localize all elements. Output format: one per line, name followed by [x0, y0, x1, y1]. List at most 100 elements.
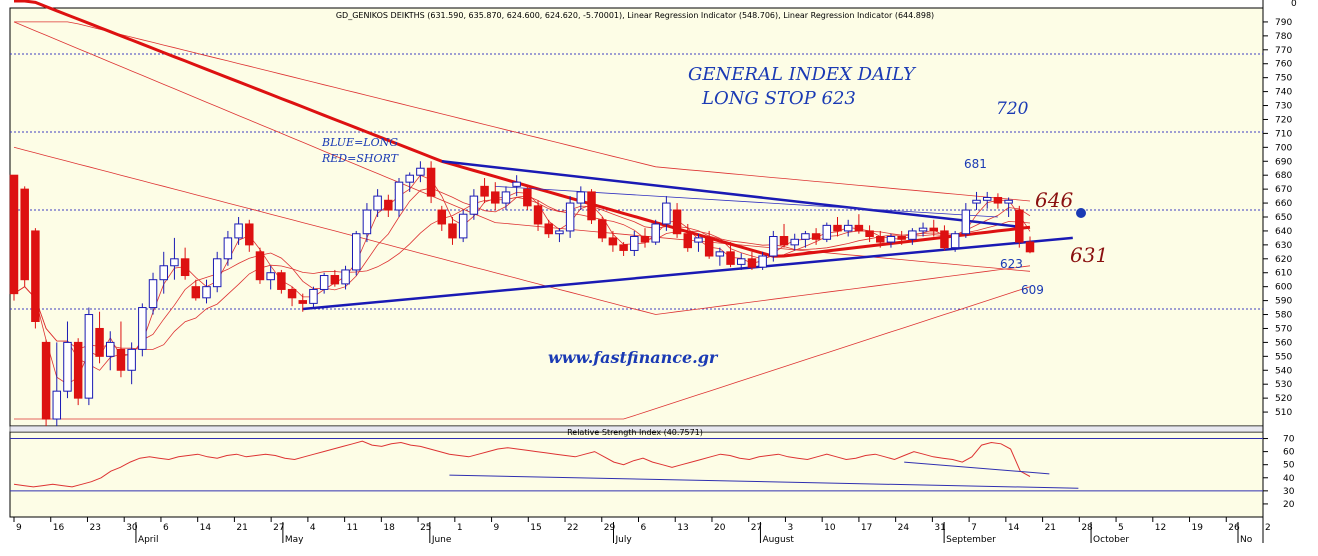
y-tick-label: 650: [1275, 213, 1292, 223]
y-tick-label: 660: [1275, 199, 1292, 209]
candle-body: [351, 233, 361, 271]
level-681: 681: [964, 157, 987, 171]
annotation-long-stop: LONG STOP 623: [701, 88, 856, 109]
price-chart-title: GD_GENIKOS DEIKTHS (631.590, 635.870, 62…: [336, 11, 934, 20]
candle-body: [576, 191, 586, 204]
x-tick-label: 27: [751, 523, 762, 533]
x-tick-label: 14: [1008, 523, 1020, 533]
x-tick-label: 9: [494, 523, 500, 533]
candle-body: [630, 236, 639, 251]
candle-body: [469, 195, 479, 215]
y-tick-label: 600: [1275, 283, 1292, 293]
y-tick-label: 670: [1275, 185, 1292, 195]
candle-body: [565, 202, 575, 232]
candle-body: [191, 286, 201, 299]
candle-body: [9, 174, 19, 295]
x-tick-label: 18: [383, 523, 395, 533]
candle-body: [1004, 199, 1013, 204]
candle-body: [597, 219, 607, 239]
y-tick-label: 530: [1275, 380, 1292, 390]
candle-body: [544, 223, 553, 235]
candle-body: [180, 258, 190, 277]
candle-body: [31, 230, 40, 322]
candle-body: [63, 341, 72, 392]
x-tick-label: 23: [89, 523, 100, 533]
candle-body: [255, 251, 265, 281]
y-tick-label: 680: [1275, 171, 1292, 181]
candle-body: [662, 202, 671, 225]
legend-blue-long: BLUE=LONG: [321, 136, 398, 149]
website-watermark: www.fastfinance.gr: [548, 348, 719, 367]
y-tick-label: 550: [1275, 352, 1292, 362]
candle-body: [908, 230, 917, 240]
candle-body: [202, 286, 211, 299]
candle-body: [330, 275, 340, 285]
candle-body: [341, 269, 350, 285]
candle-body: [811, 233, 821, 240]
candle-body: [833, 224, 842, 232]
candle-body: [555, 230, 564, 235]
x-month-label: April: [138, 535, 159, 545]
x-tick-label: 15: [530, 523, 541, 533]
candle-body: [769, 236, 778, 257]
x-tick-label: 21: [236, 523, 247, 533]
candle-body: [886, 236, 896, 243]
candle-body: [277, 272, 286, 290]
x-tick-label: 19: [1192, 523, 1204, 533]
candle-body: [245, 223, 254, 246]
candle-body: [940, 230, 949, 249]
rsi-title: Relative Strength Index (40.7571): [567, 428, 703, 437]
candle-body: [116, 348, 126, 371]
y-tick-label: 730: [1275, 102, 1292, 112]
y-tick-label: 630: [1275, 241, 1292, 251]
x-month-label: July: [615, 535, 633, 545]
candle-body: [993, 196, 1003, 204]
y-tick-label: 540: [1275, 366, 1292, 376]
candle-body: [533, 205, 543, 225]
rsi-y-tick-label: 40: [1283, 474, 1295, 484]
candle-body: [619, 244, 628, 251]
y-tick-label: 620: [1275, 255, 1292, 265]
candle-body: [159, 265, 168, 281]
x-tick-label: 28: [1081, 523, 1093, 533]
candle-body: [790, 238, 799, 246]
candle-body: [683, 233, 693, 249]
level-720: 720: [996, 99, 1029, 119]
x-tick-label: 2: [1265, 523, 1271, 533]
y-tick-label: 590: [1275, 297, 1292, 307]
ma-slow: [13, 196, 1031, 350]
candle-body: [876, 236, 885, 243]
candle-body: [961, 209, 971, 235]
y-tick-label: 750: [1275, 74, 1292, 84]
candle-body: [523, 188, 532, 207]
upper-envelope: [14, 21, 1031, 202]
regression-line-thick: [14, 0, 1031, 258]
rsi-y-tick-label: 20: [1283, 500, 1295, 510]
candle-body: [458, 213, 468, 239]
candle-body: [587, 191, 596, 221]
x-tick-label: 20: [714, 523, 726, 533]
candle-body: [758, 255, 767, 268]
y-tick-label: 690: [1275, 157, 1292, 167]
candle-body: [73, 341, 83, 399]
candle-body: [448, 223, 457, 239]
y-tick-label: 510: [1275, 408, 1292, 418]
candle-body: [779, 236, 789, 246]
x-tick-label: 31: [934, 523, 945, 533]
candle-body: [694, 237, 703, 243]
candle-body: [437, 209, 447, 225]
upper-trendline: [441, 160, 1020, 228]
annotation-title: GENERAL INDEX DAILY: [688, 64, 917, 85]
candle-body: [843, 224, 853, 232]
candle-body: [918, 227, 928, 232]
candle-body: [384, 199, 393, 211]
x-tick-label: 24: [898, 523, 910, 533]
candle-body: [854, 224, 864, 232]
rsi-y-tick-label: 30: [1283, 487, 1295, 497]
lower-envelope: [14, 286, 1031, 420]
x-tick-label: 17: [861, 523, 872, 533]
candle-body: [1025, 241, 1035, 253]
mid-envelope: [13, 146, 1031, 315]
candle-body: [801, 233, 810, 240]
